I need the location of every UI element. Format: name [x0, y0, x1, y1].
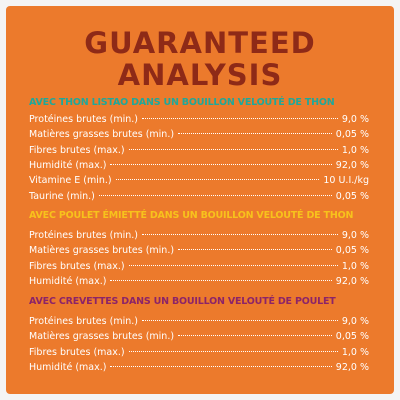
- analysis-row: Fibres brutes (max.) 1,0 %: [29, 261, 369, 272]
- nutrient-value: 0,05 %: [335, 129, 369, 141]
- section-heading: AVEC CREVETTES DANS UN BOUILLON VELOUTÉ …: [29, 296, 336, 307]
- nutrient-label: Protéines brutes (min.): [29, 114, 138, 125]
- dot-leader: [110, 163, 332, 165]
- analysis-row: Vitamine E (min.) 10 U.I./kg: [29, 175, 369, 186]
- dot-leader: [115, 179, 320, 181]
- nutrient-label: Fibres brutes (max.): [29, 260, 125, 272]
- nutrient-label: Fibres brutes (max.): [29, 346, 125, 358]
- title-line: ANALYSIS: [117, 58, 283, 92]
- title-line: GUARANTEED: [84, 26, 316, 60]
- analysis-row: Fibres brutes (max.) 1,0 %: [29, 347, 369, 358]
- nutrient-label: Matières grasses brutes (min.): [29, 129, 175, 141]
- analysis-row: Humidité (max.) 92,0 %: [29, 276, 369, 287]
- dot-leader: [178, 335, 332, 337]
- label-panel: GUARANTEED ANALYSIS AVEC THON LISTAO DAN…: [6, 6, 394, 394]
- nutrient-label: Humidité (max.): [29, 361, 107, 373]
- analysis-row: Protéines brutes (min.) 9,0 %: [29, 230, 369, 241]
- nutrient-label: Humidité (max.): [29, 159, 107, 171]
- nutrient-value: 10 U.I./kg: [323, 175, 369, 187]
- nutrient-label: Protéines brutes (min.): [29, 316, 138, 327]
- section-heading: AVEC POULET ÉMIETTÉ DANS UN BOUILLON VEL…: [29, 210, 354, 221]
- nutrient-label: Vitamine E (min.): [29, 175, 112, 187]
- analysis-row: Matières grasses brutes (min.) 0,05 %: [29, 331, 369, 342]
- analysis-row: Protéines brutes (min.) 9,0 %: [29, 316, 369, 327]
- nutrient-value: 1,0 %: [341, 144, 369, 156]
- nutrient-label: Taurine (min.): [29, 190, 95, 202]
- nutrient-label: Fibres brutes (max.): [29, 144, 125, 156]
- dot-leader: [178, 249, 332, 251]
- dot-leader: [141, 320, 338, 321]
- nutrient-value: 1,0 %: [341, 346, 369, 358]
- analysis-row: Taurine (min.) 0,05 %: [29, 191, 369, 202]
- analysis-row: Humidité (max.) 92,0 %: [29, 362, 369, 373]
- nutrient-value: 92,0 %: [335, 361, 369, 373]
- nutrient-value: 92,0 %: [335, 275, 369, 287]
- nutrient-value: 1,0 %: [341, 260, 369, 272]
- nutrient-label: Protéines brutes (min.): [29, 230, 138, 241]
- analysis-row: Humidité (max.) 92,0 %: [29, 160, 369, 171]
- section-heading: AVEC THON LISTAO DANS UN BOUILLON VELOUT…: [29, 97, 335, 108]
- nutrient-value: 92,0 %: [335, 159, 369, 171]
- nutrient-value: 0,05 %: [335, 245, 369, 257]
- nutrient-value: 9,0 %: [341, 114, 369, 125]
- dot-leader: [98, 194, 332, 196]
- analysis-row: Protéines brutes (min.) 9,0 %: [29, 114, 369, 125]
- dot-leader: [128, 148, 338, 150]
- nutrient-value: 9,0 %: [341, 230, 369, 241]
- analysis-row: Matières grasses brutes (min.) 0,05 %: [29, 245, 369, 256]
- dot-leader: [110, 279, 332, 281]
- dot-leader: [128, 350, 338, 352]
- dot-leader: [110, 365, 332, 367]
- nutrient-label: Matières grasses brutes (min.): [29, 331, 175, 343]
- dot-leader: [141, 118, 338, 119]
- analysis-row: Fibres brutes (max.) 1,0 %: [29, 145, 369, 156]
- dot-leader: [178, 133, 332, 135]
- nutrient-value: 0,05 %: [335, 331, 369, 343]
- nutrient-label: Humidité (max.): [29, 275, 107, 287]
- analysis-row: Matières grasses brutes (min.) 0,05 %: [29, 129, 369, 140]
- dot-leader: [141, 234, 338, 235]
- dot-leader: [128, 264, 338, 266]
- nutrient-value: 9,0 %: [341, 316, 369, 327]
- nutrient-value: 0,05 %: [335, 190, 369, 202]
- nutrient-label: Matières grasses brutes (min.): [29, 245, 175, 257]
